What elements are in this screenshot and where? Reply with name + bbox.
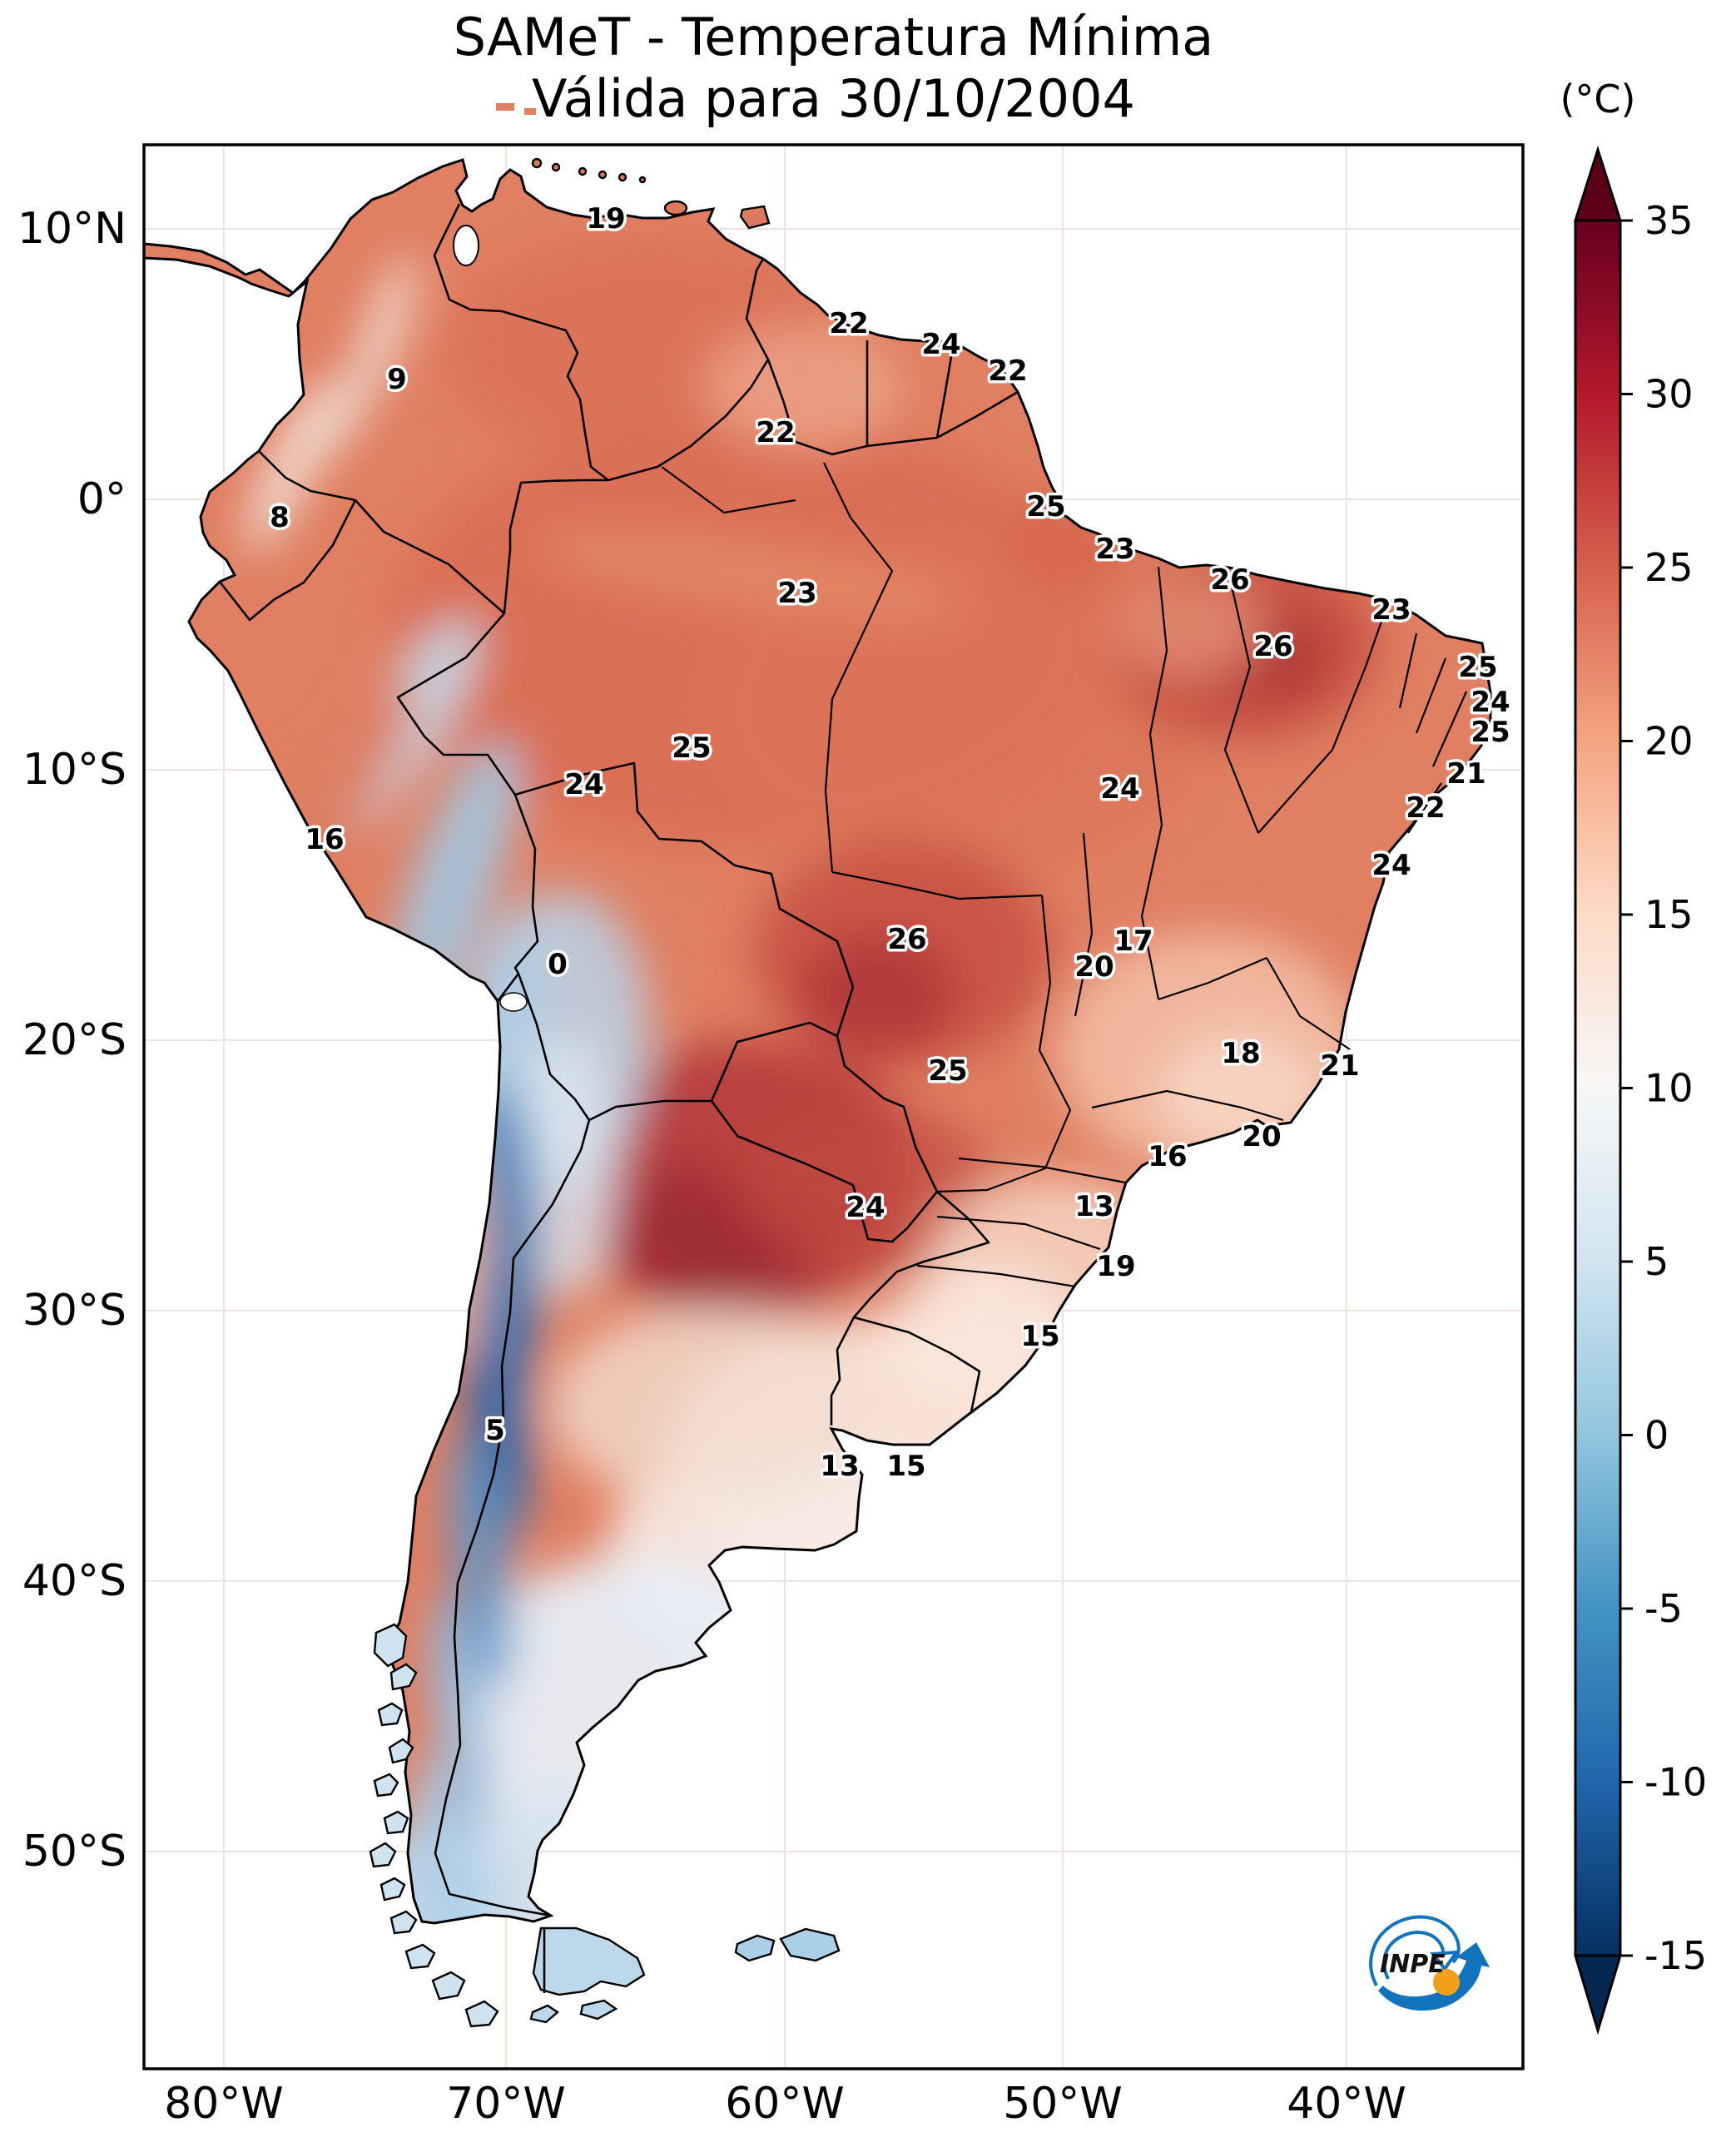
falkland-west: [734, 1934, 776, 1962]
temperature-value-label: 15: [1020, 1320, 1059, 1353]
temperature-value-label: 23: [777, 577, 816, 610]
temperature-value-label: 20: [1242, 1120, 1281, 1153]
plot-frame: [142, 143, 1525, 2070]
lon-tick-label: 50°W: [1003, 2079, 1123, 2129]
islands: [369, 103, 841, 2028]
temperature-value-label: 13: [820, 1450, 859, 1483]
temperature-value-label: 25: [928, 1054, 967, 1088]
temperature-value-label: 24: [564, 768, 603, 801]
temperature-value-label: 21: [1446, 757, 1486, 791]
colorbar-under-arrow: [1573, 1954, 1623, 2035]
temperature-value-label: 24: [921, 328, 960, 361]
logo-text: INPE: [1380, 1950, 1446, 1979]
figure-title: SAMeT - Temperatura Mínima Válida para 3…: [144, 7, 1523, 130]
colorbar-tick-label: 10: [1644, 1066, 1694, 1111]
colorbar-tick-label: 20: [1644, 719, 1694, 764]
colorbar-tick-label: 15: [1644, 892, 1694, 937]
colorbar-tick-label: 5: [1644, 1239, 1669, 1284]
temperature-value-label: 23: [1095, 533, 1134, 566]
tierra-del-fuego: [532, 1926, 646, 1996]
logo-orange-circle: [1433, 1969, 1460, 1996]
temperature-value-label: 19: [586, 202, 625, 236]
temperature-value-label: 26: [887, 923, 926, 956]
temperature-value-label: 24: [1371, 849, 1411, 882]
colorbar-tick-label: 35: [1644, 198, 1694, 243]
temperature-value-label: 26: [1253, 630, 1292, 663]
lat-tick-label: 30°S: [22, 1286, 126, 1336]
temperature-value-label: 22: [829, 307, 868, 340]
temperature-value-label: 25: [672, 731, 711, 765]
temperature-value-label: 20: [1074, 950, 1114, 984]
margarita-island: [663, 200, 688, 216]
trinidad-island: [739, 205, 771, 230]
title-line-1: SAMeT - Temperatura Mínima: [453, 7, 1214, 67]
colorbar-tick-label: -5: [1644, 1586, 1683, 1631]
colorbar-unit-label: (°C): [1560, 77, 1636, 121]
temperature-value-label: 15: [886, 1450, 925, 1483]
lat-tick-label: 10°N: [17, 204, 126, 254]
temperature-value-label: 8: [270, 501, 290, 534]
temperature-value-label: 18: [1221, 1037, 1260, 1070]
logo-swoosh-arrow: [1378, 1942, 1490, 2011]
colorbar-over-arrow: [1573, 146, 1623, 222]
lat-tick-label: 20°S: [22, 1015, 126, 1065]
temperature-value-label: 26: [1210, 563, 1249, 597]
colorbar-tick-label: 30: [1644, 372, 1694, 417]
lat-tick-label: 0°: [77, 474, 126, 524]
temperature-value-label: 5: [485, 1414, 505, 1447]
temperature-value-label: 25: [1471, 716, 1510, 749]
lon-tick-label: 70°W: [446, 2079, 566, 2129]
temperature-value-label: 9: [387, 363, 407, 396]
lon-tick-label: 80°W: [164, 2079, 284, 2129]
lakes: [453, 225, 528, 1012]
lat-tick-label: 10°S: [22, 745, 126, 795]
colorbar: 35 30 25 20 15 10 5 0 -5 -10 -15: [1573, 146, 1707, 2035]
logo-outer-arc: [1369, 1915, 1461, 1986]
temperature-value-label: 0: [548, 948, 568, 981]
lake-maracaibo: [453, 225, 479, 266]
temperature-value-label: 24: [846, 1191, 885, 1224]
colorbar-tick-label: 25: [1644, 545, 1694, 590]
temperature-value-label: 19: [1096, 1250, 1135, 1283]
title-line-2: Válida para 30/10/2004: [532, 68, 1135, 129]
country-borders: [218, 203, 1019, 1993]
lon-tick-label: 40°W: [1287, 2079, 1406, 2129]
falkland-east: [779, 1927, 841, 1962]
temperature-value-label: 16: [305, 823, 344, 856]
temperature-value-label: 13: [1074, 1190, 1114, 1223]
colorbar-tick-label: 0: [1644, 1413, 1669, 1458]
temperature-value-label: 22: [1406, 791, 1445, 825]
temperature-value-label: 16: [1148, 1140, 1187, 1173]
lake-titicaca: [499, 992, 528, 1012]
chiloe-island: [373, 1623, 408, 1668]
lon-tick-label: 60°W: [725, 2079, 845, 2129]
temperature-value-label: 24: [1100, 772, 1139, 806]
colorbar-track: [1574, 219, 1622, 1957]
logo-arrowhead-down: [1430, 1950, 1461, 1972]
temperature-value-label: 22: [988, 355, 1027, 388]
colorbar-tick-label: -15: [1644, 1933, 1707, 1978]
lat-tick-label: 50°S: [22, 1827, 126, 1877]
temperature-value-label: 17: [1114, 925, 1153, 958]
temperature-value-label: 25: [1458, 651, 1497, 684]
state-borders: [661, 462, 1468, 1288]
temperature-field: [144, 160, 1490, 1923]
temperature-value-label: 25: [1026, 490, 1065, 523]
colorbar-tick-label: -10: [1644, 1760, 1707, 1805]
inpe-logo: INPE: [1369, 1915, 1490, 2011]
colorbar-ticks: 35 30 25 20 15 10 5 0 -5 -10 -15: [1620, 198, 1707, 1978]
temperature-value-label: 23: [1371, 593, 1411, 627]
temperature-value-label: 21: [1320, 1049, 1359, 1083]
lat-tick-label: 40°S: [22, 1556, 126, 1606]
temperature-value-label: 24: [1471, 686, 1510, 719]
temperature-value-label: 22: [756, 416, 795, 449]
